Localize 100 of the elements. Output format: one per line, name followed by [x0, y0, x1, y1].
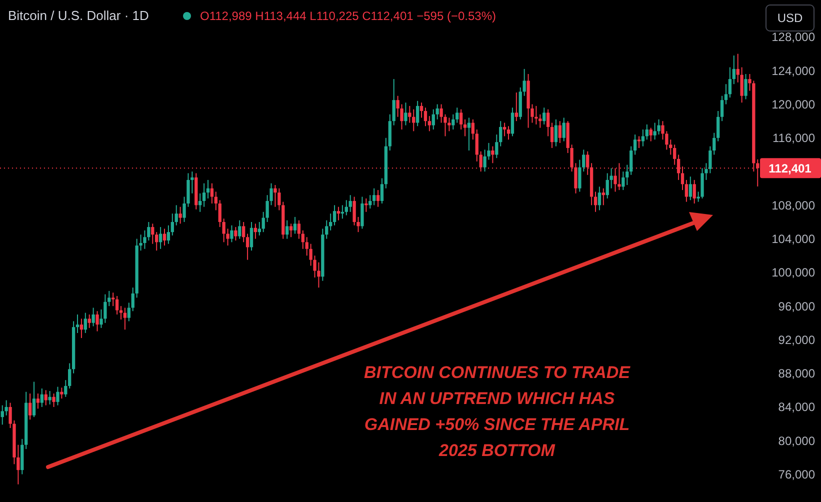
candlestick — [206, 179, 210, 199]
candlestick — [637, 136, 641, 148]
candlestick — [499, 120, 502, 147]
candlestick — [36, 393, 40, 410]
candlestick — [230, 224, 234, 243]
candlestick — [448, 117, 451, 132]
candlestick — [344, 200, 348, 216]
y-tick-label: 108,000 — [772, 198, 816, 212]
candlestick — [60, 387, 64, 400]
y-tick-label: 100,000 — [772, 266, 816, 280]
candlestick — [40, 388, 44, 408]
candlestick — [404, 102, 408, 126]
candlestick — [428, 116, 432, 132]
candlestick — [732, 54, 736, 85]
candlestick — [408, 105, 412, 124]
candlestick — [80, 318, 84, 339]
candlestick — [305, 236, 308, 256]
candlestick — [542, 107, 546, 125]
candlestick — [633, 134, 637, 156]
candlestick — [76, 314, 80, 334]
candlestick — [332, 204, 336, 226]
candlestick — [32, 381, 36, 418]
candlestick — [376, 190, 380, 208]
candlestick — [432, 108, 435, 130]
candlestick — [328, 213, 332, 231]
candlestick — [692, 179, 696, 204]
candlestick — [716, 110, 720, 142]
candlestick — [360, 196, 364, 230]
y-tick-label: 88,000 — [778, 366, 816, 381]
candlestick — [155, 232, 158, 252]
y-tick-label: 120,000 — [772, 97, 816, 112]
candlestick — [48, 390, 52, 405]
candlestick — [301, 230, 304, 250]
candlestick — [202, 182, 206, 208]
candlestick — [594, 191, 598, 212]
candlestick — [151, 223, 154, 244]
candlestick — [162, 228, 166, 246]
candlestick — [436, 104, 439, 120]
candlestick — [96, 310, 99, 332]
y-tick-label: 124,000 — [772, 64, 816, 78]
candlestick — [258, 221, 261, 236]
candlestick — [724, 84, 728, 105]
candlestick — [456, 107, 459, 124]
candlestick — [514, 92, 518, 122]
candlestick — [653, 122, 656, 140]
candlestick — [467, 117, 471, 152]
candlestick — [606, 172, 609, 199]
text: USD — [777, 11, 803, 26]
candlestick — [0, 404, 4, 426]
candlestick — [459, 108, 463, 130]
candlestick — [170, 213, 174, 236]
y-tick-label: 96,000 — [778, 299, 816, 314]
y-tick-label: 84,000 — [778, 400, 816, 414]
candlestick — [64, 380, 68, 398]
candlestick — [246, 233, 250, 260]
candlestick — [598, 186, 602, 211]
candlestick — [630, 146, 633, 176]
candlestick — [234, 226, 238, 241]
candlestick — [238, 220, 242, 240]
candlestick — [285, 220, 289, 240]
candlestick — [242, 221, 246, 243]
candlestick — [352, 196, 356, 226]
candlestick — [250, 221, 254, 252]
candlestick — [744, 73, 748, 100]
candlestick — [92, 307, 95, 327]
candlestick — [471, 118, 475, 140]
annotation: BITCOIN CONTINUES TO TRADE IN AN UPTREND WHICH HAS GAINED +50% SINCE THE APRIL 2025 BOTTOM — [364, 363, 631, 460]
candlestick — [198, 192, 202, 212]
candlestick — [44, 390, 48, 406]
candlestick — [166, 224, 170, 244]
candlestick — [56, 386, 60, 406]
candlestick — [546, 108, 550, 137]
candlestick — [289, 223, 293, 238]
candlestick — [534, 105, 538, 125]
candlestick — [123, 307, 127, 330]
candlestick — [452, 114, 455, 130]
y-tick-label: 128,000 — [772, 30, 816, 44]
candlestick — [688, 176, 692, 201]
candlestick — [412, 108, 416, 132]
y-tick-label: 76,000 — [778, 467, 816, 482]
candlestick — [293, 216, 297, 234]
candlestick — [475, 128, 478, 162]
candlestick — [372, 188, 376, 206]
candlestick — [626, 164, 629, 186]
candlestick — [28, 393, 32, 420]
candlestick — [84, 312, 87, 334]
candlestick — [550, 122, 554, 148]
candlestick — [602, 188, 605, 206]
candlestick — [380, 178, 384, 204]
candlestick — [657, 118, 660, 136]
candlestick — [673, 144, 676, 166]
candlestick — [210, 182, 214, 204]
candlestick — [278, 188, 281, 211]
y-tick-label: 92,000 — [778, 332, 816, 347]
text: O112,989 H113,444 L110,225 C112,401 −595 (−0.53%) — [200, 9, 496, 23]
candlestick — [645, 124, 648, 140]
candlestick — [684, 179, 688, 202]
candlestick — [538, 114, 542, 128]
y-tick-label: 104,000 — [772, 232, 816, 246]
candlestick — [274, 184, 277, 208]
